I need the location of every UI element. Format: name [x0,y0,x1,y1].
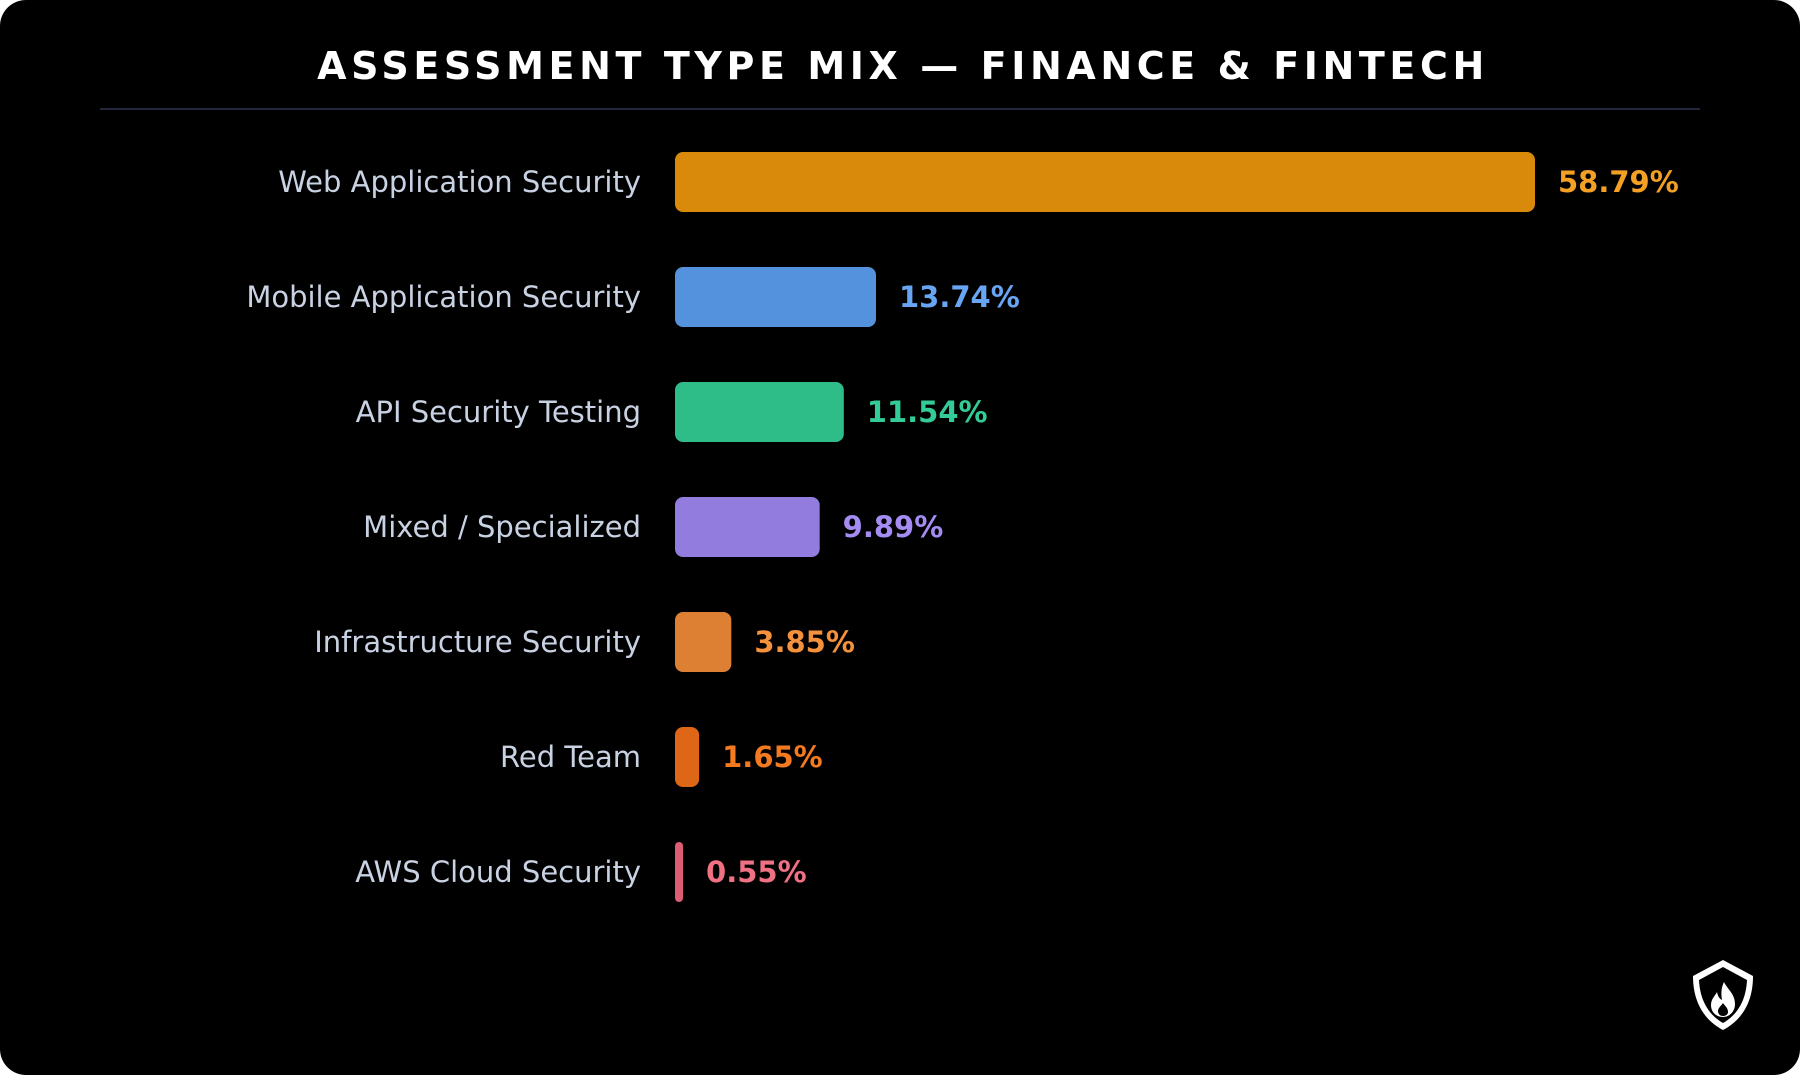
category-label-mixed-specialized: Mixed / Specialized [363,510,641,544]
bar-infrastructure-security [675,612,732,672]
value-label-api-security-testing: 11.54% [867,395,988,429]
bar-web-application-security [675,152,1535,212]
shield-flame-icon [1693,960,1753,1030]
category-label-web-application-security: Web Application Security [278,165,641,199]
category-label-aws-cloud-security: AWS Cloud Security [355,855,641,889]
bar-mobile-application-security [675,267,876,327]
value-label-aws-cloud-security: 0.55% [706,855,807,889]
value-label-red-team: 1.65% [722,740,823,774]
value-label-infrastructure-security: 3.85% [754,625,855,659]
category-label-api-security-testing: API Security Testing [356,395,641,429]
value-label-web-application-security: 58.79% [1558,165,1679,199]
value-label-mixed-specialized: 9.89% [843,510,944,544]
bars-layer: Web Application Security 58.79% Mobile App… [246,152,1679,902]
category-label-red-team: Red Team [500,740,641,774]
bar-api-security-testing [675,382,844,442]
category-label-mobile-application-security: Mobile Application Security [246,280,641,314]
category-label-infrastructure-security: Infrastructure Security [314,625,641,659]
bar-aws-cloud-security [675,842,684,902]
bar-red-team [675,727,700,787]
bar-mixed-specialized [675,497,820,557]
value-label-mobile-application-security: 13.74% [899,280,1020,314]
chart-title: ASSESSMENT TYPE MIX — FINANCE & FINTECH [317,44,1489,88]
title-divider [100,108,1700,110]
